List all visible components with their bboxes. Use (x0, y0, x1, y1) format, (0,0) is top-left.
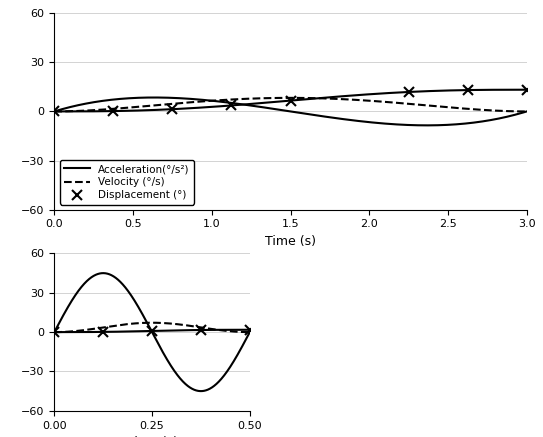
Acceleration(°/s²) (429, 123, 435, 128)
Displacement (°) (228, 103, 235, 108)
Displacement (°) (287, 98, 294, 103)
Velocity (°/s) (51, 109, 58, 114)
Velocity (°/s) (242, 96, 249, 101)
Acceleration(°/s²) (51, 109, 58, 114)
X-axis label: Time (s): Time (s) (127, 436, 178, 437)
Velocity (°/s) (287, 95, 294, 101)
Line: Displacement (°): Displacement (°) (49, 85, 532, 116)
Velocity (°/s) (420, 102, 426, 108)
Velocity (°/s) (259, 96, 266, 101)
Acceleration(°/s²) (151, 95, 157, 100)
X-axis label: Time (s): Time (s) (265, 235, 316, 248)
Acceleration(°/s²) (420, 123, 426, 128)
Acceleration(°/s²) (376, 121, 382, 126)
Displacement (°) (405, 89, 412, 94)
Displacement (°) (464, 87, 471, 93)
Line: Velocity (°/s): Velocity (°/s) (54, 98, 527, 111)
Velocity (°/s) (376, 99, 382, 104)
Displacement (°) (51, 109, 58, 114)
Displacement (°) (169, 107, 176, 112)
Legend: Acceleration(°/s²), Velocity (°/s), Displacement (°): Acceleration(°/s²), Velocity (°/s), Disp… (60, 160, 194, 205)
Displacement (°) (523, 87, 530, 92)
Displacement (°) (110, 108, 117, 114)
Acceleration(°/s²) (99, 98, 106, 104)
Acceleration(°/s²) (424, 123, 430, 128)
Velocity (°/s) (523, 109, 530, 114)
Acceleration(°/s²) (243, 102, 249, 108)
Acceleration(°/s²) (260, 104, 266, 110)
Line: Acceleration(°/s²): Acceleration(°/s²) (54, 97, 527, 125)
Velocity (°/s) (428, 103, 435, 108)
Velocity (°/s) (99, 107, 106, 112)
Acceleration(°/s²) (523, 109, 530, 114)
